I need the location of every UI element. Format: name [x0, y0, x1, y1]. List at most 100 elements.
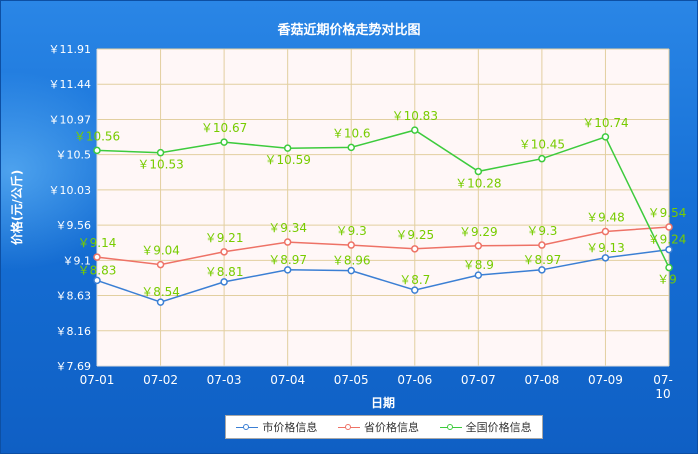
data-label-national: ￥10.45: [519, 138, 565, 152]
data-point-national: [538, 154, 546, 163]
y-tick-label: ￥7.69: [56, 360, 92, 373]
plot-area: [97, 49, 669, 366]
x-tick-label: 07-: [653, 373, 673, 387]
data-label-city: ￥8.97: [268, 253, 307, 267]
series-line-national: [96, 129, 670, 268]
y-tick-label: ￥8.16: [56, 325, 92, 338]
legend-swatch-province: [337, 422, 360, 432]
data-label-province: ￥9.48: [586, 211, 625, 225]
x-tick-label: 07-02: [143, 373, 178, 387]
y-tick-label: ￥10.97: [49, 113, 92, 126]
data-label-city: ￥8.97: [523, 253, 562, 267]
data-point-city: [601, 254, 610, 262]
data-point-province: [93, 253, 101, 261]
x-tick-label: 07-03: [207, 373, 242, 387]
x-tick-label-continued: 10: [655, 387, 670, 401]
legend-item-province[interactable]: 省价格信息: [337, 419, 419, 435]
data-point-national: [220, 138, 228, 146]
chart-title: 香菇近期价格走势对比图: [277, 23, 421, 38]
data-label-national: ￥10.56: [74, 129, 120, 143]
data-label-national: ￥10.28: [455, 176, 501, 190]
data-point-province: [474, 242, 483, 250]
data-point-city: [411, 286, 419, 294]
data-label-national: ￥9: [657, 273, 677, 287]
data-label-city: ￥9.24: [648, 233, 687, 247]
data-label-national: ￥10.53: [137, 158, 183, 172]
x-tick-label: 07-05: [334, 373, 369, 387]
x-axis-title: 日期: [371, 395, 395, 410]
data-label-city: ￥8.7: [399, 273, 430, 287]
data-label-national: ￥10.74: [582, 116, 628, 130]
data-point-province: [411, 245, 419, 253]
data-point-city: [93, 276, 101, 285]
data-point-city: [283, 266, 292, 274]
legend-item-national[interactable]: 全国价格信息: [439, 419, 532, 435]
data-label-province: ￥9.54: [648, 206, 687, 220]
data-label-city: ￥8.81: [205, 265, 244, 279]
y-tick-label: ￥8.63: [56, 290, 92, 303]
x-tick-label: 07-04: [270, 373, 305, 387]
data-point-city: [347, 266, 355, 275]
y-tick-label: ￥11.44: [49, 78, 92, 91]
data-label-national: ￥10.67: [201, 121, 247, 135]
legend-swatch-national: [439, 422, 462, 432]
data-label-province: ￥9.04: [141, 244, 180, 258]
x-tick-label: 07-09: [588, 373, 623, 387]
legend-item-city[interactable]: 市价格信息: [236, 419, 317, 435]
legend-swatch-city: [236, 422, 259, 432]
data-label-province: ￥9.25: [395, 228, 434, 242]
legend-label-national: 全国价格信息: [465, 421, 532, 434]
x-tick-label: 07-07: [461, 373, 496, 387]
data-label-province: ￥9.34: [268, 221, 307, 235]
data-point-city: [474, 271, 483, 279]
data-label-city: ￥8.96: [332, 254, 371, 268]
data-point-national: [601, 133, 610, 141]
data-point-city: [665, 245, 673, 254]
data-point-national: [411, 126, 419, 134]
data-label-province: ￥9.29: [459, 225, 498, 239]
x-tick-label: 07-08: [524, 373, 559, 387]
data-point-province: [347, 241, 355, 249]
data-label-province: ￥9.21: [205, 231, 244, 245]
data-label-national: ￥10.6: [332, 126, 371, 140]
data-label-city: ￥8.83: [78, 263, 117, 277]
data-label-province: ￥9.3: [526, 224, 557, 238]
x-tick-label: 07-01: [80, 373, 115, 387]
y-axis-title: 价格(元/公斤): [9, 170, 24, 245]
data-point-national: [474, 167, 483, 176]
data-label-city: ￥9.13: [586, 241, 625, 255]
legend-label-city: 市价格信息: [262, 421, 318, 434]
y-tick-label: ￥9.1: [63, 254, 92, 267]
data-point-province: [156, 260, 165, 269]
data-point-national: [665, 263, 673, 272]
data-label-city: ￥8.54: [141, 285, 180, 299]
data-point-province: [538, 241, 546, 249]
data-point-province: [283, 238, 292, 246]
x-tick-label: 07-06: [397, 373, 432, 387]
data-point-city: [538, 266, 546, 274]
series-line-province: [96, 226, 670, 266]
data-point-province: [601, 227, 610, 236]
data-label-national: ￥10.83: [392, 109, 438, 123]
data-point-national: [347, 143, 355, 152]
series-line-city: [96, 248, 670, 303]
legend-label-province: 省价格信息: [363, 421, 419, 434]
data-label-national: ￥10.59: [264, 153, 310, 167]
data-point-city: [220, 278, 228, 286]
data-point-national: [93, 146, 101, 155]
data-label-province: ￥9.14: [78, 236, 117, 250]
y-tick-label: ￥10.5: [56, 149, 92, 162]
y-tick-label: ￥11.91: [49, 43, 92, 56]
y-tick-label: ￥10.03: [49, 184, 92, 197]
data-label-city: ￥8.9: [463, 258, 494, 272]
data-point-province: [220, 248, 228, 256]
chart-legend: 市价格信息 省价格信息 全国价格信息: [225, 415, 543, 439]
data-point-city: [156, 298, 165, 306]
data-point-province: [665, 223, 673, 231]
data-label-province: ￥9.3: [336, 224, 367, 238]
data-point-national: [156, 148, 165, 157]
y-tick-label: ￥9.56: [56, 219, 92, 232]
data-point-national: [283, 144, 292, 152]
